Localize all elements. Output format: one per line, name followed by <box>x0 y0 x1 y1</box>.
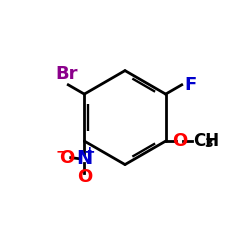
Text: F: F <box>184 76 196 94</box>
Text: 3: 3 <box>204 137 213 150</box>
Text: CH: CH <box>193 132 219 150</box>
Text: O: O <box>172 132 187 150</box>
Text: −: − <box>56 144 68 158</box>
Text: +: + <box>84 145 96 159</box>
Text: Br: Br <box>56 65 78 83</box>
Text: O: O <box>60 149 75 167</box>
Text: O: O <box>77 168 92 186</box>
Text: N: N <box>76 149 92 168</box>
